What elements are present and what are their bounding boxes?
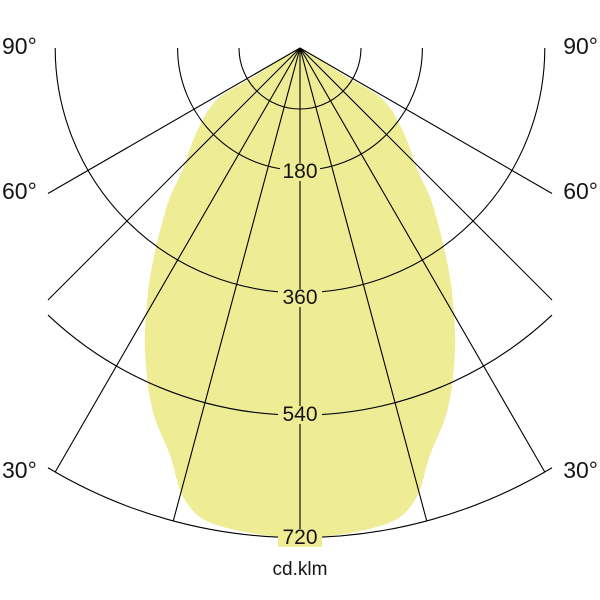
svg-text:90°: 90°: [2, 33, 37, 59]
svg-text:720: 720: [282, 526, 317, 549]
svg-text:30°: 30°: [2, 457, 37, 483]
svg-text:30°: 30°: [563, 457, 598, 483]
svg-text:90°: 90°: [563, 33, 598, 59]
svg-text:360: 360: [282, 286, 317, 309]
svg-text:60°: 60°: [2, 178, 37, 204]
svg-text:60°: 60°: [563, 178, 598, 204]
svg-text:180: 180: [282, 160, 317, 183]
svg-text:cd.klm: cd.klm: [273, 559, 328, 580]
svg-text:540: 540: [282, 403, 317, 426]
